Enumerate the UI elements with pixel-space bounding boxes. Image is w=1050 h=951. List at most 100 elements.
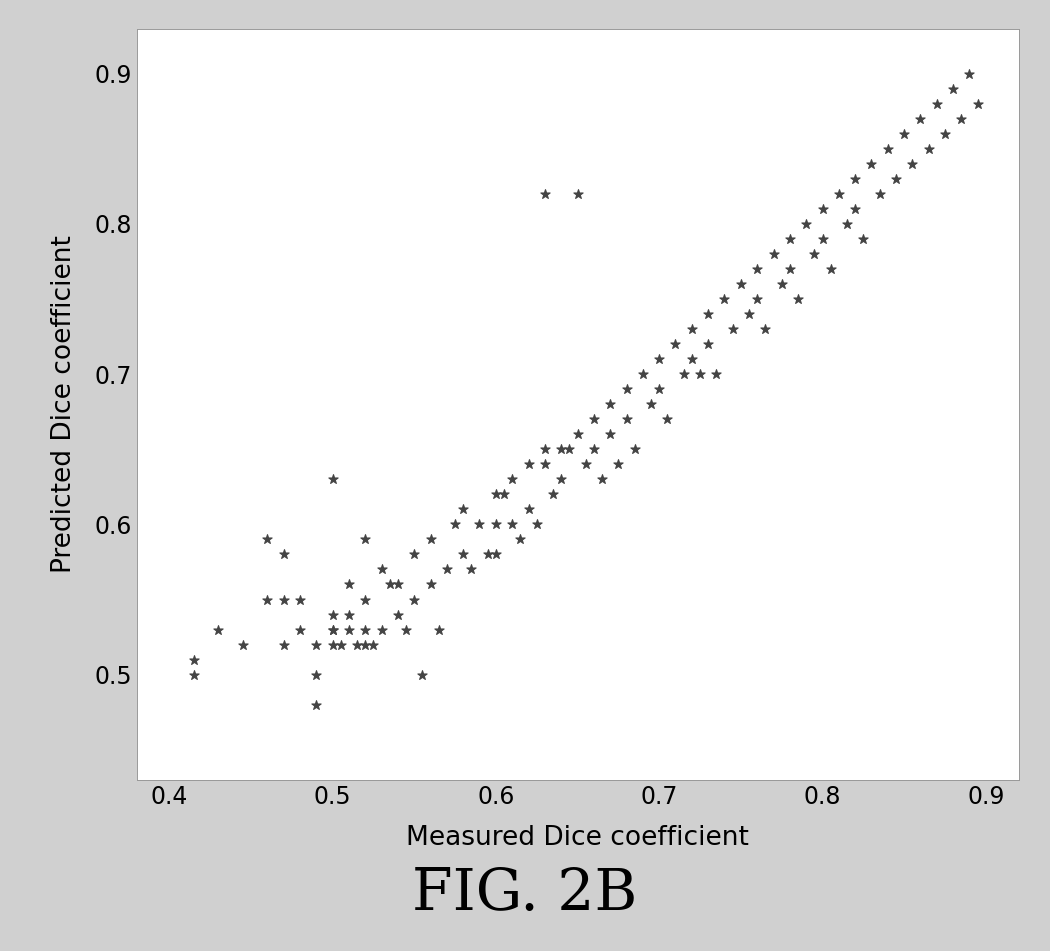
Point (349, 637, 365, 652)
Point (463, 562, 480, 577)
Point (446, 516, 463, 532)
Point (904, 156, 921, 171)
Point (790, 291, 806, 306)
Point (602, 427, 618, 442)
Point (626, 441, 643, 456)
Point (210, 622, 227, 637)
Point (439, 562, 456, 577)
Point (945, 81, 962, 96)
Point (814, 231, 831, 246)
Point (258, 592, 275, 607)
Point (675, 366, 692, 381)
Point (520, 456, 537, 472)
Point (340, 577, 357, 592)
Point (422, 532, 439, 547)
Point (504, 472, 521, 487)
Point (781, 262, 798, 277)
Y-axis label: Predicted Dice coefficient: Predicted Dice coefficient (51, 235, 78, 573)
Point (569, 427, 586, 442)
Point (684, 352, 700, 367)
Point (185, 652, 202, 668)
Point (390, 577, 406, 592)
Point (806, 246, 823, 262)
Point (667, 337, 684, 352)
Point (520, 502, 537, 517)
Point (455, 502, 471, 517)
Point (880, 141, 897, 156)
Point (846, 202, 863, 217)
Point (537, 186, 553, 202)
Point (292, 622, 309, 637)
Point (749, 262, 765, 277)
Point (545, 487, 562, 502)
Point (716, 291, 733, 306)
Point (357, 592, 374, 607)
Point (496, 487, 512, 502)
Text: FIG. 2B: FIG. 2B (413, 866, 637, 922)
Point (552, 472, 569, 487)
Point (308, 667, 324, 682)
Point (855, 231, 872, 246)
Point (610, 456, 627, 472)
Point (822, 262, 839, 277)
Point (275, 547, 292, 562)
Point (912, 111, 929, 126)
Point (390, 607, 406, 622)
Point (692, 366, 709, 381)
Point (373, 622, 390, 637)
Point (586, 441, 603, 456)
Point (373, 562, 390, 577)
Point (258, 532, 275, 547)
Point (561, 441, 578, 456)
Point (773, 277, 790, 292)
Point (814, 202, 831, 217)
Point (324, 472, 341, 487)
Point (863, 156, 880, 171)
Point (487, 547, 504, 562)
Point (422, 577, 439, 592)
Point (332, 637, 349, 652)
Point (846, 171, 863, 186)
Point (651, 381, 668, 397)
Point (937, 126, 953, 142)
Point (659, 412, 676, 427)
Point (887, 171, 904, 186)
Point (381, 577, 398, 592)
Point (699, 306, 716, 321)
Point (455, 547, 471, 562)
Point (593, 472, 610, 487)
Point (185, 667, 202, 682)
Point (292, 592, 309, 607)
Point (324, 622, 341, 637)
Point (398, 622, 415, 637)
Point (733, 277, 750, 292)
Point (504, 516, 521, 532)
Point (528, 516, 545, 532)
Point (512, 532, 529, 547)
Point (872, 186, 888, 202)
Point (578, 456, 594, 472)
Point (405, 547, 422, 562)
Point (340, 607, 357, 622)
Point (324, 622, 341, 637)
Point (953, 111, 970, 126)
X-axis label: Measured Dice coefficient: Measured Dice coefficient (406, 825, 749, 851)
Point (651, 352, 668, 367)
Point (357, 622, 374, 637)
Point (569, 186, 586, 202)
Point (618, 412, 635, 427)
Point (340, 622, 357, 637)
Point (234, 637, 251, 652)
Point (643, 397, 659, 412)
Point (634, 366, 651, 381)
Point (537, 456, 553, 472)
Point (740, 306, 757, 321)
Point (324, 637, 341, 652)
Point (324, 607, 341, 622)
Point (471, 516, 488, 532)
Point (781, 231, 798, 246)
Point (308, 697, 324, 712)
Point (275, 592, 292, 607)
Point (961, 66, 978, 81)
Point (699, 337, 716, 352)
